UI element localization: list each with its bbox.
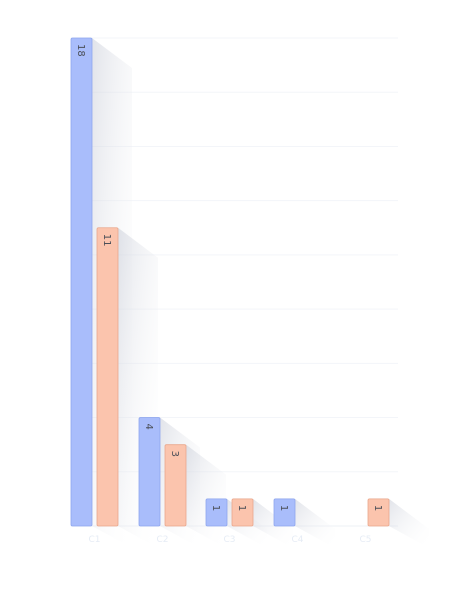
x-tick-label: C2: [156, 535, 168, 545]
bar: [164, 444, 187, 527]
bars: [70, 37, 390, 527]
x-tick-label: C3: [223, 535, 235, 545]
bar-value-label: 3: [169, 451, 180, 457]
bar-value-label: 1: [278, 505, 289, 511]
bar-shadow: [389, 498, 429, 548]
x-tick-label: C5: [359, 535, 371, 545]
bar: [273, 498, 296, 527]
bar-value-label: 1: [372, 505, 383, 511]
bar-value-label: 1: [236, 505, 247, 511]
x-tick-label: C4: [291, 535, 303, 545]
bar-shadow: [295, 498, 335, 548]
x-tick-labels: C1 C2 C3 C4 C5: [88, 535, 371, 545]
bar-shadow: [253, 498, 293, 548]
bar: [96, 227, 119, 527]
bar: [70, 37, 93, 527]
bar: [231, 498, 254, 527]
bar-value-label: 11: [101, 234, 112, 247]
bar: [205, 498, 228, 527]
x-tick-label: C1: [88, 535, 100, 545]
bar: [367, 498, 390, 527]
bar-value-label: 1: [210, 505, 221, 511]
bar: [138, 417, 161, 527]
bar-value-label: 4: [143, 424, 154, 430]
bar-value-label: 18: [75, 44, 86, 57]
